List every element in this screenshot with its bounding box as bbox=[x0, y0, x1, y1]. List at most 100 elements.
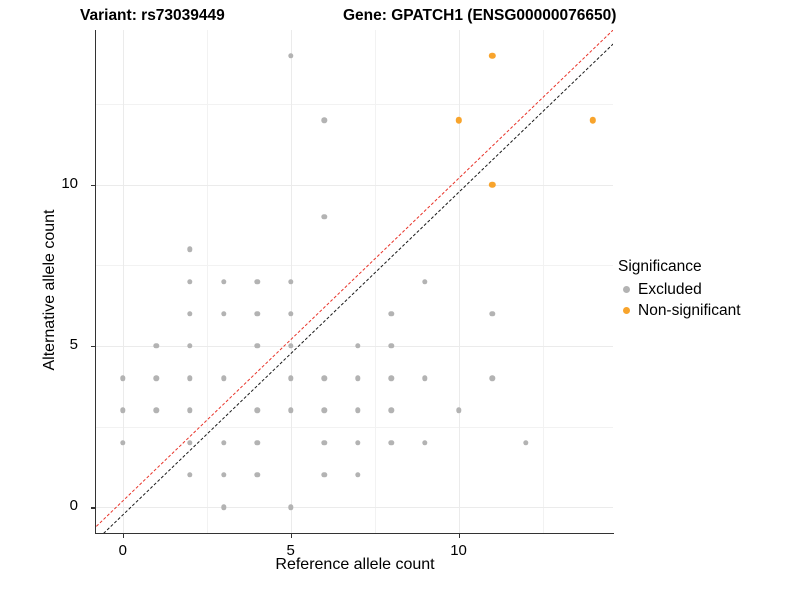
data-point bbox=[187, 343, 193, 349]
x-axis-title: Reference allele count bbox=[275, 556, 435, 573]
data-point bbox=[288, 53, 294, 59]
data-point bbox=[220, 504, 227, 510]
data-point bbox=[355, 472, 361, 478]
data-point bbox=[120, 375, 126, 381]
data-point bbox=[288, 343, 294, 349]
data-point bbox=[187, 375, 193, 381]
y-axis-tick bbox=[91, 184, 95, 187]
data-point bbox=[355, 343, 361, 349]
legend-key-dot-icon bbox=[618, 282, 634, 298]
data-point bbox=[187, 472, 193, 478]
data-point bbox=[288, 504, 294, 510]
data-point bbox=[422, 375, 428, 381]
gridline-x-minor bbox=[374, 30, 376, 533]
data-point bbox=[254, 440, 260, 446]
legend: Significance Excluded Non-significant bbox=[618, 258, 798, 321]
data-point bbox=[220, 278, 227, 285]
data-point bbox=[187, 311, 193, 317]
data-point bbox=[220, 440, 227, 446]
gridline-y-minor bbox=[96, 104, 613, 106]
data-point bbox=[220, 311, 227, 317]
data-point bbox=[321, 375, 327, 381]
data-point bbox=[187, 278, 193, 285]
data-point bbox=[422, 278, 428, 285]
data-point bbox=[254, 311, 260, 317]
data-point bbox=[187, 246, 193, 252]
gridline-y-minor bbox=[96, 426, 613, 428]
data-point bbox=[153, 407, 160, 414]
data-point bbox=[254, 343, 260, 349]
y-axis-tick-label: 5 bbox=[69, 335, 78, 353]
data-point bbox=[220, 375, 227, 381]
data-point bbox=[455, 407, 462, 414]
data-point bbox=[321, 472, 327, 478]
gridline-y-minor bbox=[96, 265, 613, 267]
gridline-x-major bbox=[458, 30, 460, 533]
data-point bbox=[187, 407, 193, 414]
data-point bbox=[489, 375, 495, 381]
y-axis-tick-label: 10 bbox=[61, 174, 78, 192]
data-point bbox=[288, 311, 294, 317]
data-point bbox=[523, 440, 529, 446]
data-point bbox=[153, 375, 160, 381]
data-point bbox=[254, 472, 260, 478]
variant-title: Variant: rs73039449 bbox=[80, 7, 225, 24]
data-point bbox=[422, 440, 428, 446]
data-point bbox=[321, 117, 327, 123]
legend-item-excluded[interactable]: Excluded bbox=[618, 279, 798, 300]
legend-items: Excluded Non-significant bbox=[618, 279, 798, 321]
data-point bbox=[388, 407, 395, 414]
y-axis-line bbox=[95, 30, 97, 534]
data-point bbox=[220, 472, 227, 478]
legend-title: Significance bbox=[618, 258, 702, 275]
data-point bbox=[589, 117, 597, 124]
gridline-x-major bbox=[122, 30, 124, 533]
gene-title: Gene: GPATCH1 (ENSG00000076650) bbox=[343, 7, 617, 24]
data-point bbox=[254, 407, 260, 414]
data-point bbox=[120, 407, 126, 414]
gridline-y-major bbox=[96, 345, 613, 347]
data-point bbox=[488, 181, 496, 188]
data-point bbox=[388, 440, 395, 446]
data-point bbox=[288, 375, 294, 381]
data-point bbox=[489, 311, 495, 317]
legend-key-dot-icon bbox=[618, 303, 634, 319]
data-point bbox=[321, 440, 327, 446]
legend-item-non-significant[interactable]: Non-significant bbox=[618, 300, 798, 321]
data-point bbox=[288, 407, 294, 414]
data-point bbox=[488, 52, 496, 59]
x-axis-tick bbox=[122, 534, 125, 538]
data-point bbox=[355, 440, 361, 446]
data-point bbox=[455, 117, 462, 124]
x-axis-tick-label: 5 bbox=[286, 542, 295, 559]
legend-item-label: Non-significant bbox=[638, 301, 741, 319]
legend-item-label: Excluded bbox=[638, 280, 702, 298]
gridline-x-minor bbox=[206, 30, 208, 533]
x-axis-tick bbox=[458, 534, 460, 538]
plot-panel bbox=[96, 30, 613, 533]
black-dashed-diagonal bbox=[96, 43, 613, 533]
y-axis-tick bbox=[91, 507, 95, 509]
x-axis-tick-label: 10 bbox=[450, 542, 467, 559]
x-axis-tick-label: 0 bbox=[118, 542, 128, 559]
data-point bbox=[388, 311, 395, 317]
x-axis-tick bbox=[290, 534, 293, 538]
data-point bbox=[153, 343, 160, 349]
gridline-x-minor bbox=[542, 30, 544, 533]
y-axis-tick-label: 0 bbox=[69, 497, 78, 515]
data-point bbox=[388, 375, 395, 381]
data-point bbox=[388, 343, 395, 349]
y-axis-title: Alternative allele count bbox=[41, 209, 58, 371]
data-point bbox=[288, 278, 294, 285]
gridline-y-major bbox=[96, 507, 613, 509]
data-point bbox=[321, 214, 327, 220]
data-point bbox=[355, 375, 361, 381]
data-point bbox=[254, 278, 260, 285]
chart-title-row: Variant: rs73039449 Gene: GPATCH1 (ENSG0… bbox=[0, 4, 800, 30]
data-point bbox=[321, 407, 327, 414]
x-axis-line bbox=[95, 533, 614, 535]
data-point bbox=[187, 440, 193, 446]
data-point bbox=[355, 407, 361, 414]
data-point bbox=[120, 440, 126, 446]
gridline-y-major bbox=[96, 184, 613, 186]
